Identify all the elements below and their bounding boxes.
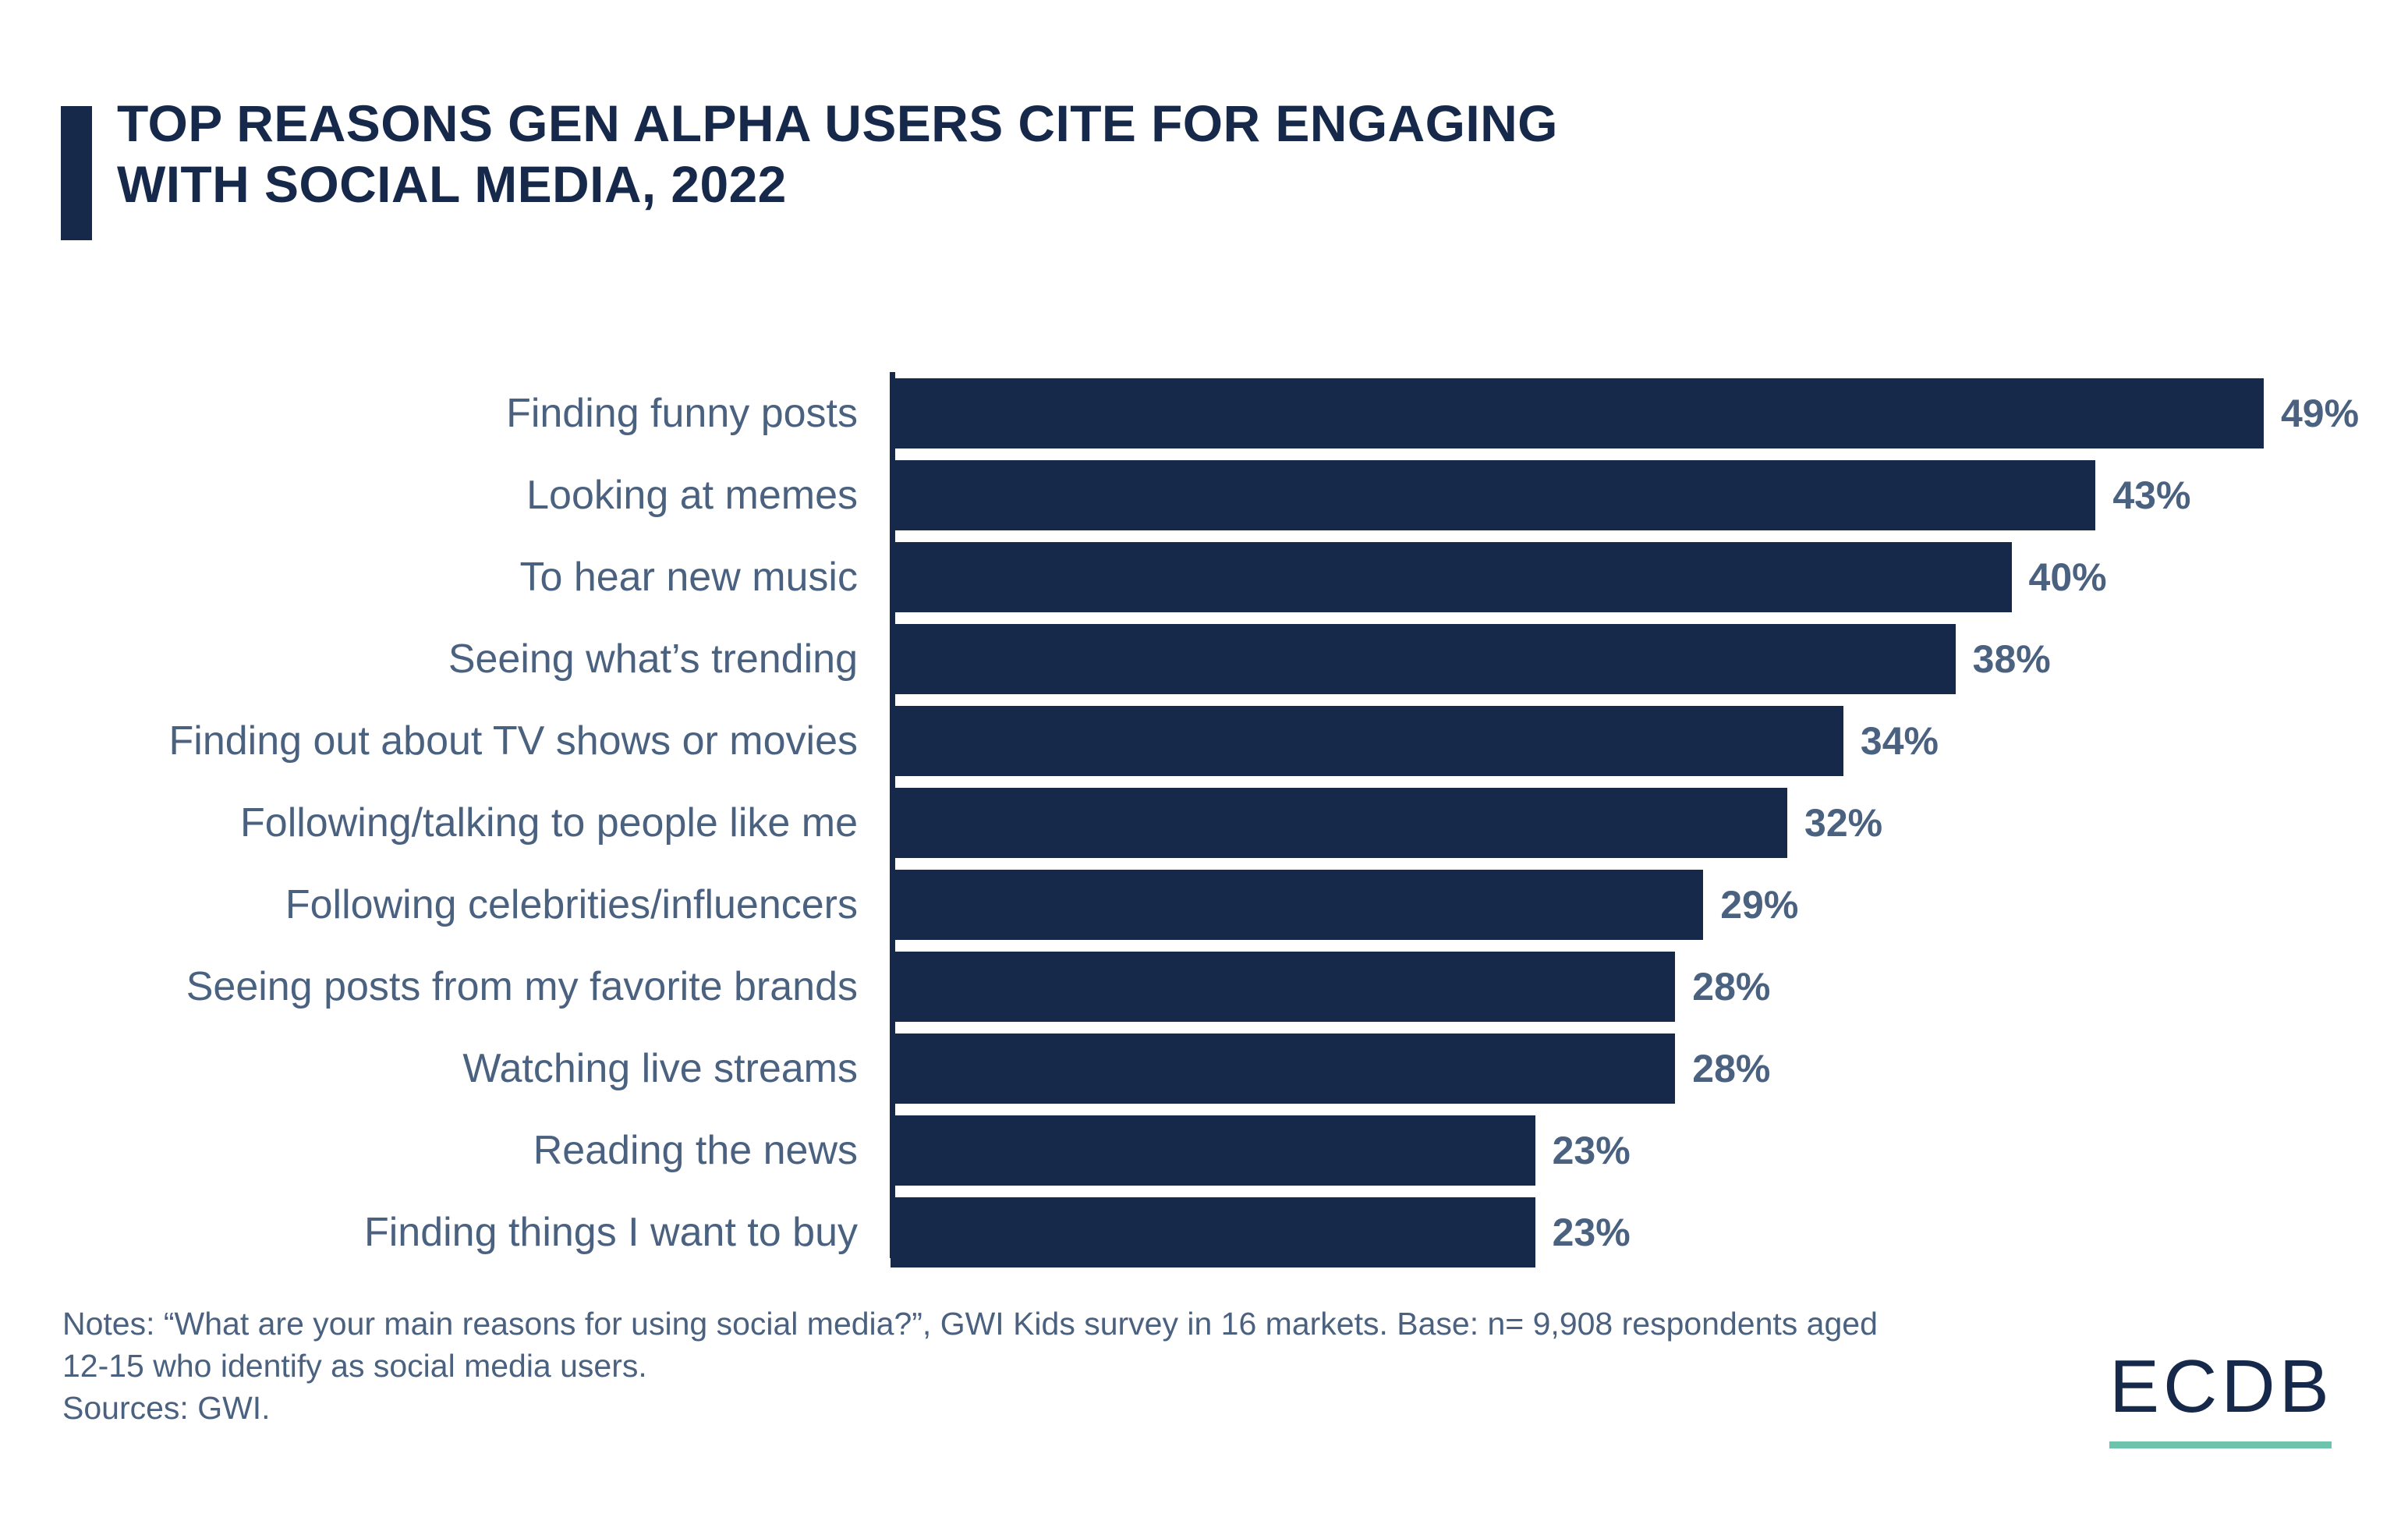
bar-wrapper: 28% [891,1034,1770,1104]
bar [891,952,1676,1022]
bar-value-label: 40% [2028,555,2107,599]
chart-row: Following celebrities/influencers 29% [0,870,2408,952]
bar [891,1115,1535,1186]
ecdb-logo-underline [2109,1441,2332,1448]
bar-value-label: 28% [1692,1047,1771,1090]
chart-row: Finding funny posts 49% [0,378,2408,460]
chart-rows: Finding funny posts 49% Looking at memes 43… [0,378,2408,1279]
chart-row: Following/talking to people like me 32% [0,788,2408,870]
chart-row: Seeing posts from my favorite brands 28% [0,952,2408,1034]
bar-category-label: Finding out about TV shows or movies [168,718,859,764]
title-block: TOP REASONS GEN ALPHA USERS CITE FOR ENG… [61,94,1558,240]
bar [891,624,1956,694]
footer-notes: Notes: “What are your main reasons for u… [62,1306,1878,1384]
bar [891,706,1843,776]
footer: Notes: “What are your main reasons for u… [62,1303,1934,1429]
page-title: TOP REASONS GEN ALPHA USERS CITE FOR ENG… [117,94,1558,213]
bar-category-label: Following celebrities/influencers [285,882,858,927]
bar-wrapper: 23% [891,1115,1631,1186]
bar-category-label: Following/talking to people like me [240,800,858,846]
chart-row: Finding out about TV shows or movies 34% [0,706,2408,788]
bar-wrapper: 43% [891,460,2190,530]
bar-category-label: Reading the news [533,1128,858,1173]
bar-value-label: 34% [1860,719,1939,763]
title-accent-bar [61,106,92,240]
ecdb-logo: ECDB [2109,1349,2332,1448]
bar-value-label: 38% [1972,637,2051,681]
bar [891,1034,1676,1104]
bar-wrapper: 29% [891,870,1798,940]
bar [891,460,2096,530]
ecdb-logo-text: ECDB [2109,1345,2333,1428]
bar-category-label: Seeing posts from my favorite brands [186,964,858,1009]
bar [891,542,2012,612]
bar-category-label: Seeing what’s trending [448,636,858,682]
bar-chart: Finding funny posts 49% Looking at memes 43… [0,355,2408,1275]
bar [891,1197,1535,1268]
bar-value-label: 23% [1552,1129,1631,1172]
bar-category-label: Watching live streams [462,1046,858,1091]
chart-row: Looking at memes 43% [0,460,2408,542]
bar-value-label: 43% [2112,473,2191,517]
chart-row: Watching live streams 28% [0,1034,2408,1115]
bar [891,788,1788,858]
chart-row: Reading the news 23% [0,1115,2408,1197]
bar-value-label: 29% [1720,883,1799,927]
bar-wrapper: 28% [891,952,1770,1022]
chart-row: Seeing what’s trending 38% [0,624,2408,706]
bar-category-label: Finding things I want to buy [363,1210,858,1255]
chart-row: To hear new music 40% [0,542,2408,624]
bar-wrapper: 38% [891,624,2051,694]
bar-wrapper: 34% [891,706,1939,776]
bar-wrapper: 40% [891,542,2107,612]
bar-wrapper: 23% [891,1197,1631,1268]
bar [891,378,2264,448]
bar-category-label: Finding funny posts [506,391,858,436]
bar [891,870,1704,940]
chart-row: Finding things I want to buy 23% [0,1197,2408,1279]
bar-value-label: 32% [1804,801,1883,845]
footer-sources: Sources: GWI. [62,1390,271,1427]
bar-category-label: Looking at memes [526,473,858,518]
bar-value-label: 23% [1552,1211,1631,1254]
bar-value-label: 28% [1692,965,1771,1009]
bar-value-label: 49% [2281,392,2360,435]
bar-wrapper: 32% [891,788,1882,858]
bar-category-label: To hear new music [519,555,858,600]
bar-wrapper: 49% [891,378,2359,448]
